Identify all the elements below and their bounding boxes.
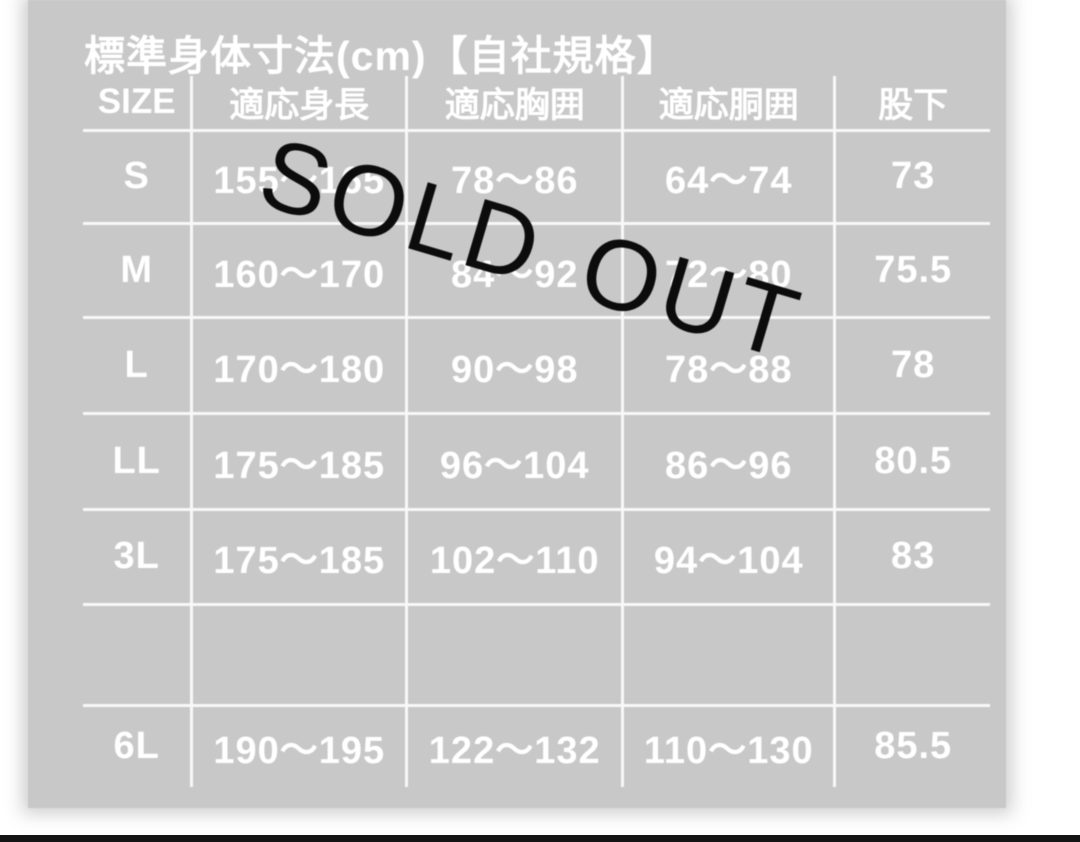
- cell-inseam: 75.5: [834, 223, 990, 319]
- cell-inseam: 80.5: [834, 413, 990, 511]
- cell-height: 170〜180: [191, 317, 409, 415]
- table-row: M 160〜170 84〜92 72〜80 75.5: [83, 223, 990, 319]
- column-header-height: 適応身長: [191, 76, 409, 132]
- cell-chest: 96〜104: [406, 413, 625, 511]
- cell-size: M: [83, 223, 194, 319]
- table-row-empty: [83, 604, 990, 707]
- cell-size: S: [83, 130, 194, 225]
- cell-height: 175〜185: [191, 413, 409, 511]
- cell-chest: [406, 604, 625, 707]
- cell-chest: 84〜92: [406, 223, 625, 319]
- cell-inseam: 83: [834, 509, 990, 606]
- cell-inseam: 78: [834, 317, 990, 415]
- cell-inseam: 85.5: [874, 725, 953, 768]
- column-header-chest: 適応胸囲: [406, 76, 625, 132]
- size-chart-title: 標準身体寸法(cm)【自社規格】: [84, 33, 679, 79]
- cell-size: LL: [83, 413, 194, 511]
- cell-waist: 64〜74: [622, 130, 837, 225]
- cell-waist: 72〜80: [622, 223, 837, 319]
- cell-height: 175〜185: [191, 509, 409, 606]
- cell-waist: 94〜104: [622, 509, 837, 606]
- cell-chest: 78〜86: [406, 130, 625, 225]
- cell-waist: [622, 604, 837, 707]
- cell-size: L: [83, 317, 194, 415]
- column-header-inseam: 股下: [834, 76, 990, 132]
- table-header-row: SIZE 適応身長 適応胸囲 適応胴囲 股下: [83, 76, 990, 132]
- cell-waist: 86〜96: [622, 413, 837, 511]
- column-header-size: SIZE: [83, 76, 194, 132]
- size-chart-panel: 標準身体寸法(cm)【自社規格】 SIZE 適応身長 適応胸囲 適応胴囲 股下 …: [28, 0, 1006, 808]
- cell-chest: 122〜132: [406, 705, 625, 787]
- column-header-waist: 適応胴囲: [622, 76, 837, 132]
- cell-size: 6L: [83, 705, 194, 787]
- table-row: 3L 175〜185 102〜110 94〜104 83: [83, 509, 990, 606]
- cell-height: 160〜170: [191, 223, 409, 319]
- cell-chest: 90〜98: [406, 317, 625, 415]
- cell-height: 190〜195: [191, 705, 409, 787]
- bottom-bar: [0, 835, 1080, 842]
- cell-height: [191, 604, 409, 707]
- cell-size: [83, 604, 194, 707]
- cell-inseam: 73: [834, 130, 990, 225]
- table-row: 6L 190〜195 122〜132 110〜130 85.5: [83, 705, 990, 787]
- cell-waist: 110〜130: [622, 705, 837, 787]
- cell-inseam: [834, 604, 990, 707]
- table-row: LL 175〜185 96〜104 86〜96 80.5: [83, 413, 990, 511]
- table-row: L 170〜180 90〜98 78〜88 78: [83, 317, 990, 415]
- table-row: S 155〜165 78〜86 64〜74 73: [83, 130, 990, 225]
- cell-size: 3L: [83, 509, 194, 606]
- cell-height: 155〜165: [191, 130, 409, 225]
- size-table: SIZE 適応身長 適応胸囲 適応胴囲 股下 S 155〜165 78〜86 6…: [83, 76, 990, 787]
- cell-chest: 102〜110: [406, 509, 625, 606]
- cell-waist: 78〜88: [622, 317, 837, 415]
